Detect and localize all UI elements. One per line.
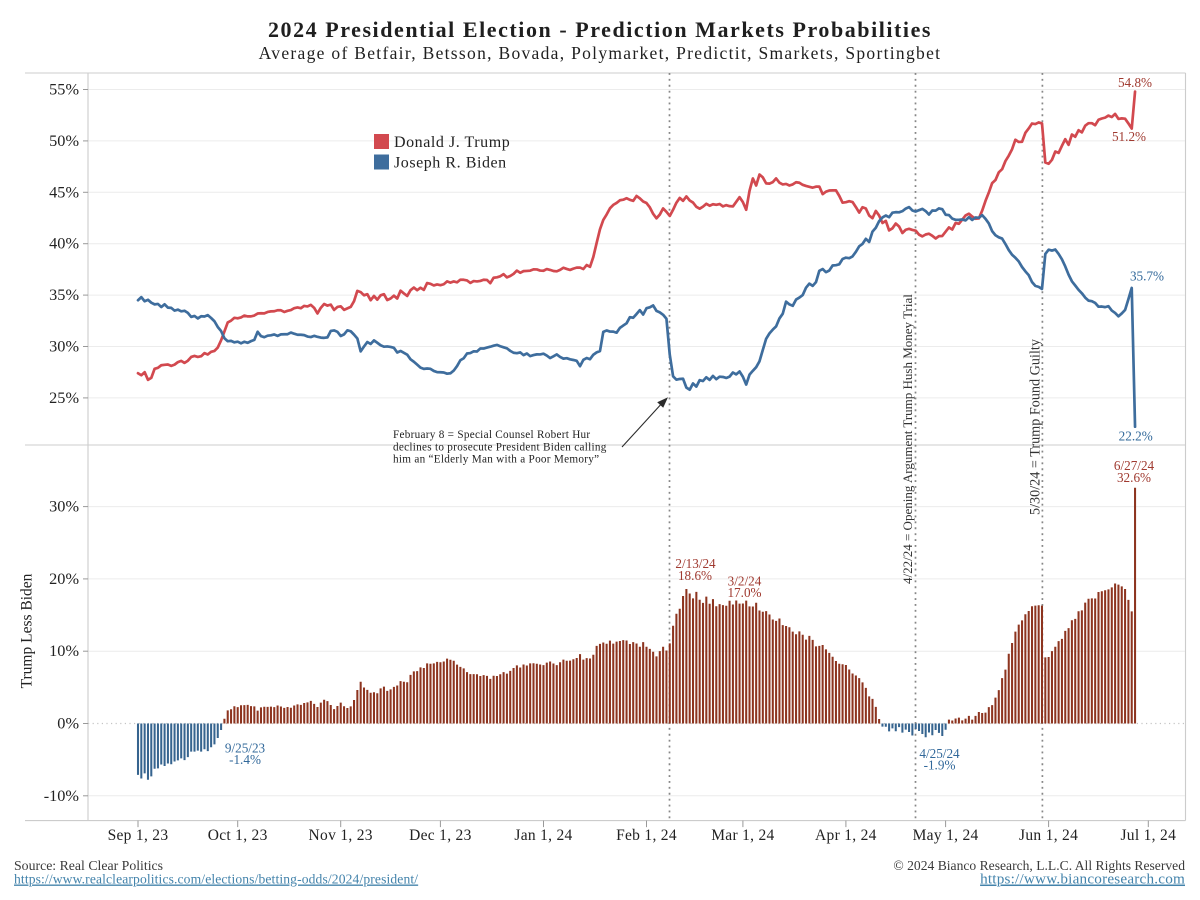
svg-text:50%: 50%: [49, 131, 79, 150]
svg-text:Donald J. Trump: Donald J. Trump: [394, 134, 510, 151]
svg-text:20%: 20%: [49, 569, 79, 588]
svg-text:May 1, 24: May 1, 24: [913, 827, 979, 844]
svg-text:4/25/24: 4/25/24: [919, 746, 960, 761]
svg-text:4/22/24 = Opening Argument Tru: 4/22/24 = Opening Argument Trump Hush Mo…: [900, 294, 915, 584]
svg-text:5/30/24 = Trump Found Guilty: 5/30/24 = Trump Found Guilty: [1028, 338, 1044, 515]
svg-text:2024 Presidential Election - P: 2024 Presidential Election - Prediction …: [268, 17, 932, 42]
svg-text:Feb 1, 24: Feb 1, 24: [616, 827, 677, 844]
svg-text:Dec 1, 23: Dec 1, 23: [409, 827, 472, 844]
svg-text:Jan 1, 24: Jan 1, 24: [514, 827, 572, 844]
svg-text:35.7%: 35.7%: [1130, 269, 1164, 284]
svg-text:55%: 55%: [49, 80, 79, 99]
svg-text:45%: 45%: [49, 182, 79, 201]
svg-text:Source: Real Clear Politics: Source: Real Clear Politics: [14, 858, 163, 873]
svg-text:6/27/24: 6/27/24: [1114, 458, 1155, 473]
svg-text:30%: 30%: [49, 337, 79, 356]
svg-text:https://www.biancoresearch.com: https://www.biancoresearch.com: [980, 871, 1185, 888]
svg-text:35%: 35%: [49, 285, 79, 304]
svg-text:-1.9%: -1.9%: [924, 758, 956, 773]
svg-text:25%: 25%: [49, 388, 79, 407]
svg-text:Joseph R. Biden: Joseph R. Biden: [394, 155, 507, 172]
svg-text:10%: 10%: [49, 641, 79, 660]
svg-text:Average of Betfair, Betsson, B: Average of Betfair, Betsson, Bovada, Pol…: [259, 43, 942, 63]
svg-text:32.6%: 32.6%: [1117, 470, 1151, 485]
svg-text:17.0%: 17.0%: [727, 585, 761, 600]
svg-text:30%: 30%: [49, 497, 79, 516]
svg-text:Sep 1, 23: Sep 1, 23: [108, 827, 169, 844]
svg-text:22.2%: 22.2%: [1119, 429, 1153, 444]
svg-text:-10%: -10%: [44, 786, 79, 805]
svg-text:18.6%: 18.6%: [678, 568, 712, 583]
svg-text:https://www.realclearpolitics.: https://www.realclearpolitics.com/electi…: [14, 872, 418, 887]
svg-text:Oct 1, 23: Oct 1, 23: [208, 827, 268, 844]
svg-text:Mar 1, 24: Mar 1, 24: [711, 827, 774, 844]
svg-text:3/2/24: 3/2/24: [728, 574, 762, 589]
svg-text:9/25/23: 9/25/23: [225, 741, 266, 756]
svg-text:him an “Elderly Man with a Poo: him an “Elderly Man with a Poor Memory”: [393, 454, 599, 466]
svg-text:Trump Less Biden: Trump Less Biden: [19, 573, 36, 688]
svg-text:54.8%: 54.8%: [1118, 75, 1152, 90]
svg-text:© 2024 Bianco Research, L.L.C.: © 2024 Bianco Research, L.L.C. All Right…: [893, 858, 1185, 873]
svg-text:40%: 40%: [49, 234, 79, 253]
svg-text:declines to prosecute Presiden: declines to prosecute President Biden ca…: [393, 441, 607, 453]
svg-text:Apr 1, 24: Apr 1, 24: [815, 827, 877, 844]
svg-text:February 8 = Special Counsel R: February 8 = Special Counsel Robert Hur: [393, 429, 590, 441]
svg-text:2/13/24: 2/13/24: [675, 556, 716, 571]
svg-text:Jun 1, 24: Jun 1, 24: [1019, 827, 1078, 844]
svg-text:Nov 1, 23: Nov 1, 23: [309, 827, 373, 844]
svg-text:Jul 1, 24: Jul 1, 24: [1120, 827, 1176, 844]
svg-text:51.2%: 51.2%: [1112, 129, 1146, 144]
svg-text:0%: 0%: [57, 714, 79, 733]
svg-text:-1.4%: -1.4%: [229, 752, 261, 767]
